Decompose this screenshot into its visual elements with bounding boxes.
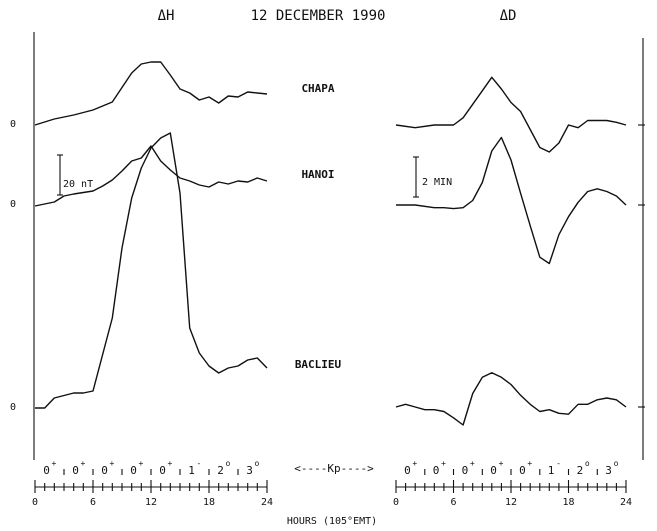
kp-label: <----Kp----> — [294, 462, 374, 475]
station-label-chapa: CHAPA — [301, 82, 334, 95]
right-panel-title: ΔD — [500, 8, 517, 24]
time-tick-label-right-12: 12 — [505, 497, 517, 508]
curve-h-hanoi — [34, 145, 268, 207]
figure-date: 12 DECEMBER 1990 — [251, 8, 386, 24]
time-tick-label-right-6: 6 — [450, 497, 456, 508]
d-scale-bar: 2 MIN — [413, 156, 452, 198]
kp-sup-right-3: + — [499, 459, 504, 468]
time-axis-right: 0 6 12 18 24 — [393, 480, 632, 508]
d-scale-bar-label: 2 MIN — [422, 177, 452, 188]
kp-value-left-0: 0 — [43, 464, 50, 477]
station-label-hanoi: HANOI — [301, 168, 334, 181]
kp-value-left-6: 2 — [217, 464, 224, 477]
kp-sup-right-2: + — [470, 459, 475, 468]
time-tick-label-left-18: 18 — [203, 497, 215, 508]
curve-h-baclieu — [35, 132, 268, 409]
curve-d-baclieu — [395, 372, 627, 426]
time-tick-label-left-6: 6 — [90, 497, 96, 508]
kp-value-left-4: 0 — [159, 464, 166, 477]
kp-value-left-1: 0 — [72, 464, 79, 477]
kp-sup-right-1: + — [441, 459, 446, 468]
kp-sup-left-2: + — [110, 459, 115, 468]
kp-value-right-6: 2 — [577, 464, 584, 477]
kp-sup-left-3: + — [139, 459, 144, 468]
kp-value-right-0: 0 — [404, 464, 411, 477]
time-axis-left: 0 6 12 18 24 — [32, 480, 273, 508]
h-scale-bar: 20 nT — [57, 154, 93, 196]
time-tick-label-right-0: 0 — [393, 497, 399, 508]
h-scale-bar-label: 20 nT — [63, 179, 93, 190]
zero-label-baclieu: 0 — [10, 402, 16, 413]
kp-sup-left-0: + — [52, 459, 57, 468]
kp-value-right-5: 1 — [548, 464, 555, 477]
zero-label-chapa: 0 — [10, 119, 16, 130]
x-axis-label: HOURS (105°EMT) — [287, 516, 377, 527]
zero-label-hanoi: 0 — [10, 199, 16, 210]
kp-sup-left-1: + — [81, 459, 86, 468]
curve-d-hanoi — [396, 136, 627, 265]
kp-sup-left-4: + — [168, 459, 173, 468]
kp-value-right-3: 0 — [490, 464, 497, 477]
time-tick-label-right-24: 24 — [620, 497, 632, 508]
kp-sup-left-5: - — [197, 459, 202, 468]
kp-value-left-3: 0 — [130, 464, 137, 477]
left-panel-title: ΔH — [158, 8, 175, 24]
station-label-baclieu: BACLIEU — [295, 358, 342, 371]
kp-value-left-2: 0 — [101, 464, 108, 477]
time-tick-label-right-18: 18 — [562, 497, 574, 508]
kp-sup-left-7: o — [255, 459, 260, 468]
time-tick-label-left-24: 24 — [261, 497, 273, 508]
kp-value-right-1: 0 — [433, 464, 440, 477]
curve-d-chapa — [395, 76, 627, 153]
kp-sup-right-5: - — [556, 459, 561, 468]
kp-value-right-2: 0 — [462, 464, 469, 477]
zero-markers: 0 0 0 — [10, 119, 645, 413]
kp-sup-right-7: o — [614, 459, 619, 468]
kp-value-left-7: 3 — [246, 464, 253, 477]
time-tick-label-left-0: 0 — [32, 497, 38, 508]
kp-value-right-4: 0 — [519, 464, 526, 477]
kp-value-left-5: 1 — [188, 464, 195, 477]
kp-sup-right-4: + — [527, 459, 532, 468]
kp-sup-right-6: o — [585, 459, 590, 468]
kp-sup-left-6: o — [226, 459, 231, 468]
time-tick-label-left-12: 12 — [145, 497, 157, 508]
kp-sup-right-0: + — [412, 459, 417, 468]
curves — [34, 61, 627, 426]
kp-value-right-7: 3 — [605, 464, 612, 477]
curve-h-chapa — [34, 61, 268, 126]
